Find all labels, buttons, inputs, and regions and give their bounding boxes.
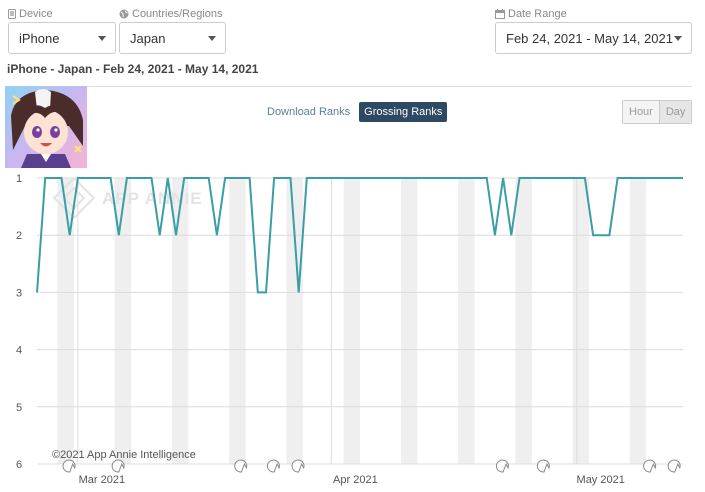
weekend-band [114, 178, 132, 464]
rank-type-tabs: Download Ranks Grossing Ranks [262, 102, 448, 122]
weekend-band [229, 178, 246, 464]
weekend-band [629, 178, 647, 464]
app-icon [5, 86, 87, 168]
page-subtitle: iPhone - Japan - Feb 24, 2021 - May 14, … [7, 62, 259, 76]
event-marker-icon[interactable] [495, 459, 509, 473]
weekend-band [57, 178, 74, 464]
weekend-band [171, 178, 189, 464]
granularity-hour-button[interactable]: Hour [623, 101, 659, 123]
weekend-band [515, 178, 532, 464]
copyright-text: ©2021 App Annie Intelligence [52, 449, 196, 461]
country-select[interactable]: Japan [119, 22, 226, 54]
globe-icon [119, 9, 129, 19]
rank-line-chart: 1 2 3 4 5 6 APP ANNIE Mar 2021 Apr 2021 May 202… [16, 173, 683, 486]
device-select[interactable]: iPhone [8, 22, 116, 54]
event-marker-icon[interactable] [111, 459, 125, 473]
event-marker-icon[interactable] [667, 459, 681, 473]
weekend-band [400, 178, 418, 464]
event-marker-icon[interactable] [643, 459, 657, 473]
watermark: APP ANNIE [52, 176, 203, 220]
x-tick-label: Apr 2021 [333, 474, 378, 486]
y-tick-label: 5 [16, 402, 22, 414]
device-label: Device [8, 8, 53, 20]
watermark-text: APP ANNIE [102, 189, 203, 208]
event-marker-icon[interactable] [62, 459, 76, 473]
granularity-day-button[interactable]: Day [658, 101, 692, 123]
y-tick-label: 6 [16, 459, 22, 471]
tab-grossing-ranks[interactable]: Grossing Ranks [359, 102, 448, 122]
chart-header-divider [87, 86, 692, 87]
chevron-down-icon [674, 36, 682, 41]
chevron-down-icon [208, 36, 216, 41]
device-value: iPhone [19, 30, 60, 46]
event-marker-icon[interactable] [266, 459, 280, 473]
granularity-toggle: Hour Day [622, 100, 693, 124]
country-label-text: Countries/Regions [132, 8, 223, 20]
series-line [36, 177, 683, 294]
y-tick-label: 1 [16, 173, 22, 185]
tab-download-ranks[interactable]: Download Ranks [267, 106, 351, 118]
weekend-band [286, 178, 303, 464]
y-tick-label: 3 [16, 287, 22, 299]
y-tick-label: 2 [16, 230, 22, 242]
x-tick-label: May 2021 [577, 474, 625, 486]
weekend-band [343, 178, 360, 464]
weekend-band [572, 178, 589, 464]
chevron-down-icon [98, 36, 106, 41]
date-range-label: Date Range [495, 8, 567, 20]
calendar-icon [495, 9, 505, 19]
phone-icon [8, 9, 16, 19]
event-marker-icon[interactable] [536, 459, 550, 473]
date-range-label-text: Date Range [508, 8, 567, 20]
country-value: Japan [130, 30, 166, 46]
x-tick-label: Mar 2021 [79, 474, 125, 486]
device-label-text: Device [19, 8, 53, 20]
weekend-band [458, 178, 475, 464]
date-range-select[interactable]: Feb 24, 2021 - May 14, 2021 [495, 22, 692, 54]
country-label: Countries/Regions [119, 8, 223, 20]
event-marker-icon[interactable] [234, 459, 248, 473]
date-range-value: Feb 24, 2021 - May 14, 2021 [506, 30, 673, 46]
y-tick-label: 4 [16, 345, 22, 357]
event-marker-icon[interactable] [291, 459, 305, 473]
